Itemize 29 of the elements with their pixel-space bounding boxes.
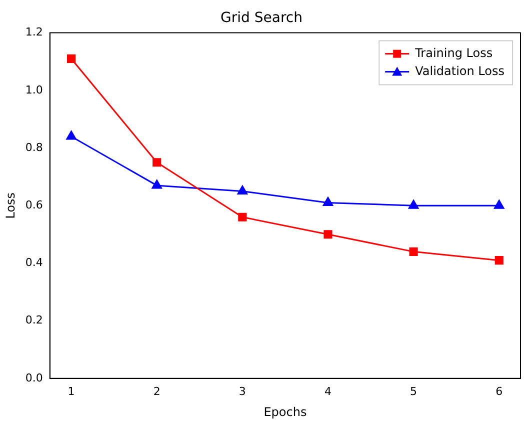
legend-label: Training Loss xyxy=(414,46,493,60)
y-tick-label: 1.0 xyxy=(25,83,43,96)
y-tick-label: 0.8 xyxy=(25,140,43,154)
y-tick-label: 0.6 xyxy=(25,198,43,212)
x-tick-label: 4 xyxy=(324,384,332,398)
x-tick-label: 5 xyxy=(410,384,418,398)
y-tick-label: 1.2 xyxy=(25,26,43,39)
x-tick-label: 3 xyxy=(238,384,246,398)
point xyxy=(494,200,504,209)
point xyxy=(408,200,419,209)
chart-title: Grid Search xyxy=(220,10,302,26)
x-axis-title: Epochs xyxy=(264,404,307,419)
x-tick-label: 6 xyxy=(496,384,503,398)
point xyxy=(409,247,418,256)
x-tick-label: 2 xyxy=(153,384,160,398)
y-tick-label: 0.2 xyxy=(25,314,43,327)
point xyxy=(322,196,334,206)
x-tick-label: 1 xyxy=(68,384,75,398)
point xyxy=(324,230,332,239)
point xyxy=(238,212,247,222)
point xyxy=(152,180,162,189)
point xyxy=(237,185,248,194)
point xyxy=(66,130,76,140)
point xyxy=(494,256,504,265)
point xyxy=(152,158,162,167)
y-tick-label: 0.4 xyxy=(25,256,43,270)
y-axis-title: Loss xyxy=(3,192,18,219)
y-tick-label: 0.0 xyxy=(25,371,43,384)
legend-label: Validation Loss xyxy=(415,64,504,78)
